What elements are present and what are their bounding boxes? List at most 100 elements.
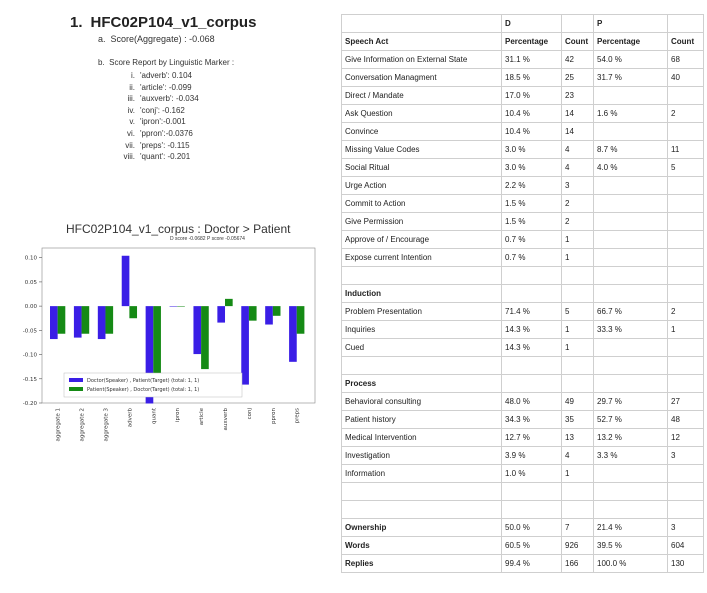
marker-item: v.'ipron':-0.001: [129, 117, 186, 127]
table-cell: 34.3 %: [501, 410, 562, 429]
legend-swatch: [69, 378, 83, 382]
table-row: Process: [341, 374, 704, 393]
table-cell: 1.0 %: [501, 464, 562, 483]
table-cell: 39.5 %: [593, 536, 668, 555]
x-tick-label: aggregate 1: [56, 408, 62, 442]
report-title: 1. HFC02P104_v1_corpus: [70, 14, 256, 31]
bar-aggregate-3-s2: [105, 306, 114, 334]
table-cell: 12.7 %: [501, 428, 562, 447]
table-cell: 13.2 %: [593, 428, 668, 447]
table-row: Expose current Intention 0.7 % 1: [341, 248, 704, 267]
table-cell: [341, 482, 502, 501]
table-cell: 13: [561, 428, 594, 447]
table-cell: 71.4 %: [501, 302, 562, 321]
table-cell: 2: [561, 212, 594, 231]
table-row: Missing Value Codes 3.0 % 4 8.7 % 11: [341, 140, 704, 159]
table-cell: [501, 284, 562, 303]
x-tick-label: adverb: [127, 408, 133, 428]
bar-auxverb-s1: [217, 306, 226, 323]
table-cell: Urge Action: [341, 176, 502, 195]
bar-preps-s1: [289, 306, 297, 362]
marker-item: vii.'preps': -0.115: [125, 140, 190, 150]
score-label: Score(Aggregate) : -0.068: [110, 34, 215, 44]
marker-report-heading: b. Score Report by Linguistic Marker :: [98, 58, 234, 67]
y-tick-label: -0.15: [23, 377, 38, 383]
table-row: Investigation 3.9 % 4 3.3 % 3: [341, 446, 704, 465]
table-row: [341, 266, 704, 285]
table-row: [341, 500, 704, 519]
table-cell: [561, 14, 594, 33]
bar-adverb-s1: [121, 255, 130, 307]
table-cell: [593, 374, 668, 393]
table-row: Convince 10.4 % 14: [341, 122, 704, 141]
table-cell: 1: [561, 320, 594, 339]
table-cell: Information: [341, 464, 502, 483]
table-cell: Missing Value Codes: [341, 140, 502, 159]
table-cell: 1: [561, 230, 594, 249]
table-cell: 5: [667, 158, 704, 177]
table-cell: 100.0 %: [593, 554, 668, 573]
table-cell: Commit to Action: [341, 194, 502, 213]
table-cell: Percentage: [593, 32, 668, 51]
x-tick-label: ppron: [271, 407, 277, 423]
table-cell: Give Permission: [341, 212, 502, 231]
table-cell: 4: [561, 446, 594, 465]
legend-label: Patient(Speaker) , Doctor(Target) (total…: [87, 387, 199, 393]
table-cell: D: [501, 14, 562, 33]
table-cell: 2: [667, 302, 704, 321]
table-cell: Behavioral consulting: [341, 392, 502, 411]
table-cell: [667, 248, 704, 267]
table-row: Ownership 50.0 % 7 21.4 % 3: [341, 518, 704, 537]
table-cell: 4: [561, 158, 594, 177]
table-cell: Direct / Mandate: [341, 86, 502, 105]
marker-item: viii.'quant': -0.201: [123, 152, 191, 162]
table-cell: [561, 356, 594, 375]
table-cell: [593, 122, 668, 141]
table-cell: [341, 266, 502, 285]
table-cell: 2: [667, 104, 704, 123]
table-cell: [593, 230, 668, 249]
table-cell: [667, 194, 704, 213]
table-cell: 42: [561, 50, 594, 69]
table-cell: 27: [667, 392, 704, 411]
table-cell: [593, 284, 668, 303]
bar-article-s2: [201, 306, 209, 370]
table-cell: 7: [561, 518, 594, 537]
table-cell: [667, 14, 704, 33]
table-cell: [593, 338, 668, 357]
bar-quant-s1: [145, 306, 154, 404]
y-tick-label: -0.05: [23, 328, 38, 334]
table-cell: 11: [667, 140, 704, 159]
table-cell: Words: [341, 536, 502, 555]
table-cell: [561, 266, 594, 285]
table-cell: 21.4 %: [593, 518, 668, 537]
table-cell: [593, 266, 668, 285]
table-cell: 3: [667, 446, 704, 465]
table-cell: [593, 248, 668, 267]
table-row: Approve of / Encourage 0.7 % 1: [341, 230, 704, 249]
table-cell: 99.4 %: [501, 554, 562, 573]
table-cell: Inquiries: [341, 320, 502, 339]
table-cell: [501, 374, 562, 393]
table-cell: 3.0 %: [501, 140, 562, 159]
table-cell: [667, 230, 704, 249]
y-tick-label: -0.20: [23, 401, 38, 407]
table-cell: [593, 176, 668, 195]
table-cell: 1.6 %: [593, 104, 668, 123]
report-number: 1.: [70, 14, 83, 31]
table-cell: 23: [561, 86, 594, 105]
table-cell: [667, 284, 704, 303]
table-cell: [341, 14, 502, 33]
table-row: Social Ritual 3.0 % 4 4.0 % 5: [341, 158, 704, 177]
bar-quant-s2: [153, 306, 161, 382]
table-cell: 60.5 %: [501, 536, 562, 555]
bar-aggregate-2-s1: [73, 306, 82, 338]
score-letter: a.: [98, 34, 106, 44]
bar-chart: 0.10 0.05 0.00 -0.05 -0.10 -0.15 -0.20 aggregat…: [23, 247, 316, 442]
table-cell: [593, 194, 668, 213]
table-row: Inquiries 14.3 % 1 33.3 % 1: [341, 320, 704, 339]
bar-article-s1: [193, 306, 202, 355]
table-cell: [667, 266, 704, 285]
marker-item: iii.'auxverb': -0.034: [127, 94, 199, 104]
table-cell: 17.0 %: [501, 86, 562, 105]
